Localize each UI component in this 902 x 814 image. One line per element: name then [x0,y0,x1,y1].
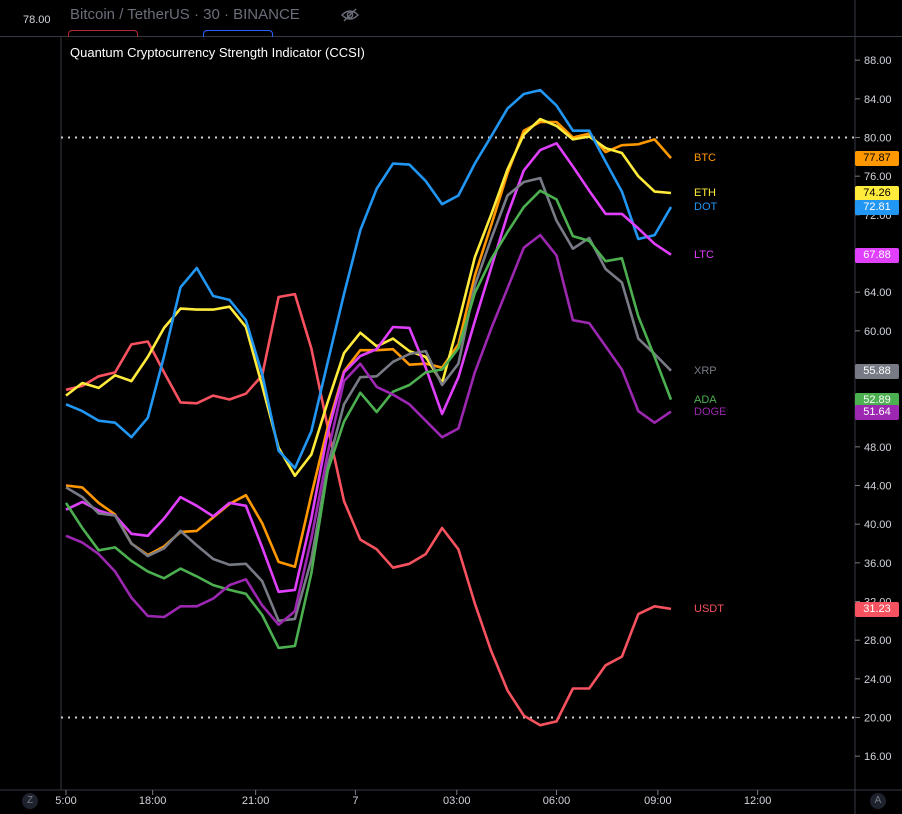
series-line-dot[interactable] [65,88,673,470]
price-tag-dot: 72.81 [855,200,899,215]
series-label-ltc: LTC [694,248,714,261]
y-tick-label: 36.00 [864,558,892,570]
top-left-value: 78.00 [23,14,51,26]
y-tick-label: 76.00 [864,171,892,183]
x-tick-label: 03:00 [443,795,471,807]
price-tag-usdt: 31.23 [855,601,899,617]
series-line-xrp[interactable] [65,176,672,623]
y-tick-label: 60.00 [864,326,892,338]
series-label-btc: BTC [694,152,716,165]
x-tick-label: 21:00 [242,795,270,807]
series-label-dot: DOT [694,201,718,213]
series-line-doge[interactable] [65,233,672,627]
auto-scale-badge[interactable]: A [870,793,886,809]
series-line-ltc[interactable] [65,142,672,594]
x-tick-label: 12:00 [744,795,772,807]
y-tick-label: 48.00 [864,442,892,454]
price-tag-doge: 51.64 [855,404,899,420]
timezone-badge[interactable]: Z [22,793,38,809]
price-tag-ada: 52.89 [855,392,899,408]
y-tick-label: 24.00 [864,674,892,686]
price-tag-xrp: 55.88 [855,363,899,379]
toolbar-button-red[interactable] [68,30,138,37]
y-tick-label: 64.00 [864,287,892,299]
y-tick-label: 20.00 [864,713,892,725]
time-axis: 5:00 18:00 21:00 7 03:00 06:00 09:00 12:00 [55,790,771,807]
series-label-xrp: XRP [694,364,717,377]
price-tag-eth: 74.26 [855,185,899,201]
y-tick-label: 88.00 [864,55,892,67]
series-label-usdt: USDT [694,602,724,615]
eye-off-icon[interactable] [341,8,359,22]
symbol-title[interactable]: Bitcoin / TetherUS · 30 · BINANCE [70,6,300,23]
series-label-ada: ADA [694,393,717,406]
indicator-title[interactable]: Quantum Cryptocurrency Strength Indicato… [70,45,365,60]
series-line-usdt[interactable] [65,292,672,727]
top-bar: 78.00 Bitcoin / TetherUS · 30 · BINANCE [0,0,902,37]
x-tick-label: 18:00 [139,795,167,807]
toolbar-button-blue[interactable] [203,30,273,37]
series-label-doge: DOGE [694,405,727,418]
y-tick-label: 16.00 [864,751,892,763]
y-tick-label: 84.00 [864,94,892,106]
y-tick-label: 40.00 [864,519,892,531]
series-lines [64,88,673,727]
series-line-ada[interactable] [64,189,673,650]
series-line-btc[interactable] [65,120,672,569]
x-tick-label: 06:00 [543,795,571,807]
series-label-eth: ETH [694,186,716,199]
price-tag-ltc: 67.88 [855,247,899,263]
x-tick-label: 5:00 [55,795,76,807]
y-tick-label: 44.00 [864,481,892,493]
x-tick-label: 09:00 [644,795,672,807]
series-line-eth[interactable] [65,117,672,478]
y-tick-label: 80.00 [864,133,892,145]
price-tag-btc: 77.87 [855,151,899,167]
x-tick-label: 7 [352,795,358,807]
y-tick-label: 28.00 [864,635,892,647]
